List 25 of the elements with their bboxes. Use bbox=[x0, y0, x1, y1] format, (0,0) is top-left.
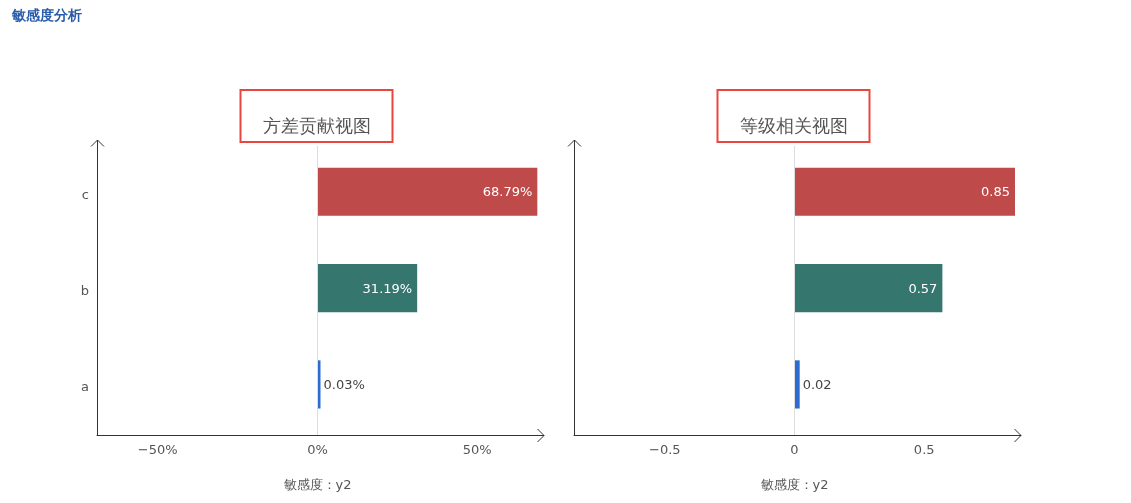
x-axis-title: 敏感度：y2 bbox=[283, 477, 352, 492]
y-tick-label: b bbox=[80, 283, 89, 298]
bar bbox=[317, 360, 321, 409]
data-label: 31.19% bbox=[362, 280, 413, 296]
bar bbox=[317, 167, 538, 216]
chart-title: 等级相关视图 bbox=[739, 114, 848, 136]
bar bbox=[794, 167, 1015, 216]
chart-title: 方差贡献视图 bbox=[262, 114, 371, 136]
bar bbox=[317, 264, 418, 313]
data-label: 68.79% bbox=[482, 184, 533, 200]
x-tick-label: 0% bbox=[307, 442, 328, 457]
x-tick-label: 0.5 bbox=[913, 442, 935, 457]
x-axis-title: 敏感度：y2 bbox=[760, 477, 829, 492]
x-tick-label: −0.5 bbox=[649, 442, 681, 457]
x-tick-label: 0 bbox=[790, 442, 799, 457]
x-tick-label: −50% bbox=[137, 442, 178, 457]
data-label: 0.85 bbox=[981, 184, 1010, 200]
data-label: 0.03% bbox=[323, 376, 365, 392]
x-tick-label: 50% bbox=[462, 442, 492, 457]
text: 敏感度分析 bbox=[11, 7, 82, 23]
data-label: 0.02 bbox=[802, 376, 832, 392]
bar bbox=[794, 264, 943, 313]
data-label: 0.57 bbox=[908, 280, 938, 296]
y-tick-label: a bbox=[81, 379, 89, 395]
y-tick-label: c bbox=[81, 186, 89, 202]
